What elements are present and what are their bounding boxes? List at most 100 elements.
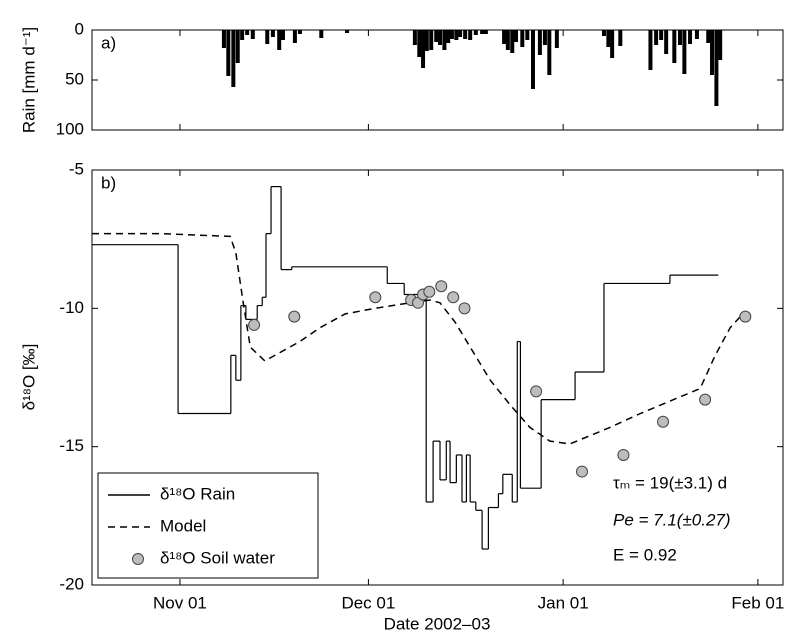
panel-label: a)	[101, 33, 116, 52]
bar	[270, 30, 275, 37]
bar	[525, 30, 530, 40]
bar	[677, 30, 682, 45]
bar	[345, 30, 350, 33]
x-tick-label: Feb 01	[731, 593, 784, 612]
bar	[530, 30, 535, 89]
bar	[297, 30, 302, 34]
bar	[610, 30, 615, 58]
bar	[542, 30, 547, 45]
bar	[682, 30, 687, 74]
bar	[537, 30, 542, 55]
bar	[514, 30, 519, 42]
bar	[694, 30, 699, 39]
y-tick-label: -15	[59, 436, 84, 455]
bar	[706, 30, 711, 43]
soil-water-point	[458, 302, 471, 315]
soil-water-point	[530, 385, 543, 398]
bar	[483, 30, 488, 34]
soil-water-point	[248, 318, 261, 331]
y-axis-label: Rain [mm d⁻¹]	[19, 27, 38, 133]
bar	[547, 30, 552, 75]
soil-water-point	[657, 415, 670, 428]
bar	[226, 30, 231, 76]
bar	[502, 30, 507, 44]
x-tick-label: Jan 01	[538, 593, 589, 612]
soil-water-point	[739, 310, 752, 323]
bar	[718, 30, 723, 60]
bar	[473, 30, 478, 35]
bar	[240, 30, 245, 40]
y-tick-label: -20	[59, 574, 84, 593]
legend-label: δ¹⁸O Rain	[160, 484, 235, 503]
bar	[446, 30, 451, 43]
bar	[424, 30, 429, 51]
y-tick-label: -10	[59, 298, 84, 317]
bar	[714, 30, 719, 106]
soil-water-point	[369, 291, 382, 304]
soil-water-point	[423, 285, 436, 298]
bar	[231, 30, 236, 87]
bar	[412, 30, 417, 45]
annotation: Pe = 7.1(±0.27)	[613, 510, 731, 529]
bar	[454, 30, 459, 40]
soil-water-point	[617, 448, 630, 461]
x-tick-label: Nov 01	[153, 593, 207, 612]
bar	[434, 30, 439, 42]
bar	[688, 30, 693, 44]
bar	[505, 30, 510, 50]
soil-water-point	[435, 280, 448, 293]
bar	[480, 30, 485, 34]
bar	[438, 30, 443, 45]
bar	[319, 30, 324, 38]
bar	[618, 30, 623, 46]
bar	[449, 30, 454, 39]
bar	[221, 30, 226, 48]
bar	[606, 30, 611, 47]
legend-label: Model	[160, 516, 206, 535]
bar	[235, 30, 240, 63]
bar	[672, 30, 677, 63]
x-tick-label: Dec 01	[341, 593, 395, 612]
bar	[277, 30, 282, 50]
bottom-panel-frame	[91, 169, 784, 586]
bar	[554, 30, 559, 48]
legend-marker	[132, 553, 144, 565]
y-axis-label: δ¹⁸O [‰]	[19, 344, 38, 411]
y-tick-label: 50	[65, 69, 84, 88]
annotation: τₘ = 19(±3.1) d	[613, 473, 727, 492]
model-line	[92, 232, 746, 445]
bar	[292, 30, 297, 43]
legend-box	[97, 472, 319, 579]
bar	[250, 30, 255, 39]
bar	[463, 30, 468, 39]
bar	[442, 30, 447, 50]
y-tick-label: -5	[69, 159, 84, 178]
y-tick-label: 100	[56, 119, 84, 138]
panel-label: b)	[101, 173, 116, 192]
x-axis-label: Date 2002–03	[384, 614, 491, 633]
soil-water-point	[288, 310, 301, 323]
soil-water-point	[575, 465, 588, 478]
bar	[265, 30, 270, 44]
bar	[664, 30, 669, 54]
bar	[648, 30, 653, 70]
y-tick-label: 0	[75, 19, 84, 38]
soil-water-point	[699, 393, 712, 406]
bar	[417, 30, 422, 57]
bar	[520, 30, 525, 47]
bar	[710, 30, 715, 75]
soil-water-point	[447, 291, 460, 304]
annotation: E = 0.92	[613, 545, 677, 564]
bar	[458, 30, 463, 37]
bar	[468, 30, 473, 40]
bar	[245, 30, 250, 35]
legend-label: δ¹⁸O Soil water	[160, 548, 275, 567]
bar	[280, 30, 285, 40]
bar	[654, 30, 659, 45]
bar	[510, 30, 515, 53]
bar	[429, 30, 434, 50]
bar	[421, 30, 426, 68]
